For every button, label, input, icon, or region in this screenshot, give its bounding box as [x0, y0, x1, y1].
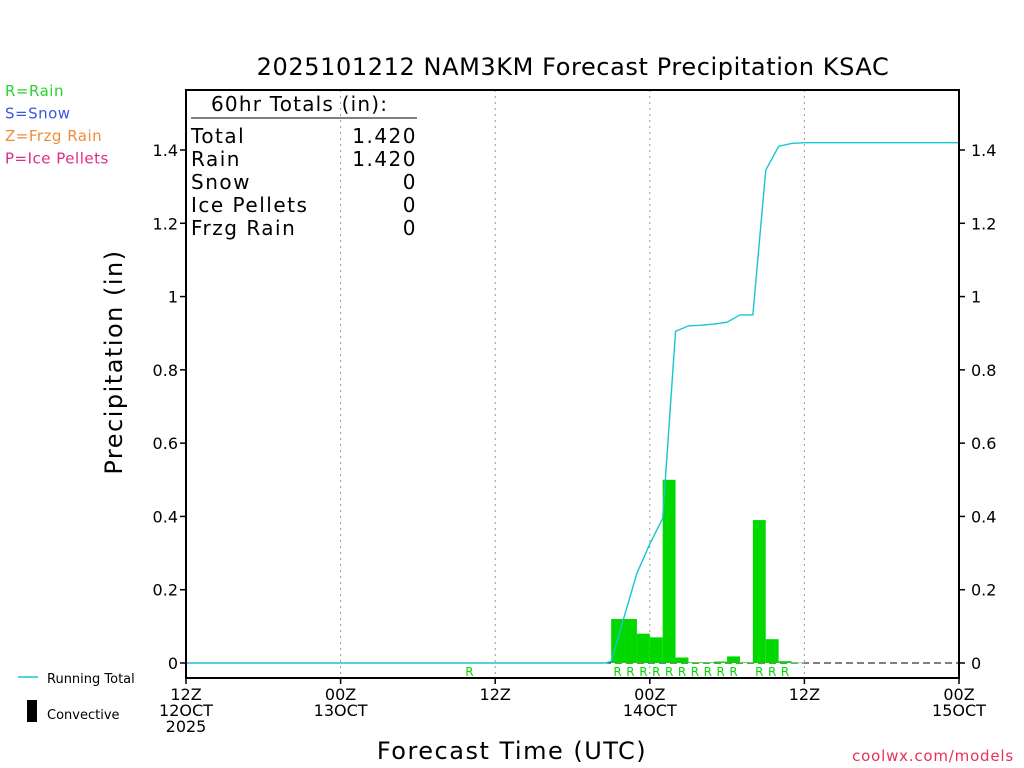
y-tick-label-left: 0.6: [153, 434, 178, 453]
x-tick-label: 12Z: [170, 685, 201, 704]
precip-type-mark: R: [652, 665, 660, 679]
precip-bar: [701, 662, 715, 663]
precip-type-legend-item: P=Ice Pellets: [5, 150, 109, 168]
totals-row-label: Frzg Rain: [191, 216, 296, 240]
precip-type-mark: R: [626, 665, 634, 679]
precip-type-mark: R: [716, 665, 724, 679]
convective-legend-label: Convective: [47, 708, 120, 723]
x-tick-label: 00Z: [943, 685, 974, 704]
y-tick-label-right: 0: [971, 654, 981, 673]
precip-type-legend-item: R=Rain: [5, 82, 64, 100]
precip-bar: [662, 479, 676, 663]
totals-heading: 60hr Totals (in):: [211, 92, 388, 116]
y-tick-label-left: 0.4: [153, 507, 178, 526]
grid: [186, 90, 959, 678]
convective-legend-swatch: [27, 700, 37, 722]
y-tick-label-left: 1.4: [153, 141, 178, 160]
y-axis-right: 0 0.2 0.4 0.6 0.8 1 1.2 1.4: [959, 141, 996, 673]
totals-row-label: Rain: [191, 147, 241, 171]
running-total-legend-label: Running Total: [47, 672, 135, 687]
precip-bar: [752, 520, 766, 663]
precip-type-mark: R: [691, 665, 699, 679]
bars-group: [611, 479, 805, 664]
plot-frame: [185, 89, 960, 679]
y-tick-label-left: 1: [168, 288, 178, 307]
precip-bar: [727, 656, 740, 663]
precip-type-mark: R: [768, 665, 776, 679]
y-tick-label-left: 0.2: [153, 581, 178, 600]
running-total-line: [186, 141, 959, 664]
running-total-group: [186, 141, 959, 664]
y-axis-label: Precipitation (in): [100, 249, 128, 474]
y-tick-label-right: 0.4: [971, 507, 996, 526]
x-tick-label: 12OCT: [159, 701, 213, 720]
precip-type-mark: R: [465, 665, 473, 679]
precip-type-mark: R: [613, 665, 621, 679]
precip-type-mark: R: [665, 665, 673, 679]
y-tick-label-right: 1: [971, 288, 981, 307]
credit-text: coolwx.com/models: [852, 747, 1014, 765]
x-tick-label: 00Z: [325, 685, 356, 704]
precip-bar: [649, 637, 663, 663]
totals-box: 60hr Totals (in): Total 1.420 Rain 1.420 Snow…: [190, 92, 417, 240]
x-tick-label: 14OCT: [623, 701, 677, 720]
totals-row-value: 1.420: [352, 147, 417, 171]
y-tick-label-right: 0.2: [971, 581, 996, 600]
totals-row-value: 0: [403, 170, 417, 194]
precip-type-legend-item: Z=Frzg Rain: [5, 127, 102, 145]
precip-bar: [778, 661, 792, 663]
precip-bar: [739, 662, 753, 663]
y-tick-label-right: 1.2: [971, 214, 996, 233]
precip-type-legend: R=Rain S=Snow Z=Frzg Rain P=Ice Pellets: [5, 82, 109, 168]
y-tick-label-right: 1.4: [971, 141, 996, 160]
precip-type-mark: R: [781, 665, 789, 679]
y-tick-label-right: 0.6: [971, 434, 996, 453]
precip-type-mark: R: [755, 665, 763, 679]
x-tick-label: 12Z: [480, 685, 511, 704]
precip-bar: [765, 639, 779, 663]
precip-type-mark: R: [729, 665, 737, 679]
x-tick-label: 15OCT: [932, 701, 986, 720]
series-legend: Running Total Convective: [18, 672, 135, 723]
y-tick-label-left: 0.8: [153, 361, 178, 380]
totals-row-label: Total: [190, 124, 245, 148]
x-tick-label: 13OCT: [314, 701, 368, 720]
precip-type-mark: R: [639, 665, 647, 679]
precip-bar: [791, 662, 805, 664]
precip-bar: [675, 657, 689, 663]
y-axis-left: 0 0.2 0.4 0.6 0.8 1 1.2 1.4: [153, 141, 186, 673]
precip-type-mark: R: [678, 665, 686, 679]
y-tick-label-right: 0.8: [971, 361, 996, 380]
x-tick-label: 2025: [166, 717, 207, 736]
precip-type-mark: R: [704, 665, 712, 679]
precip-bar: [636, 633, 650, 663]
x-axis-label: Forecast Time (UTC): [377, 737, 647, 765]
totals-row-value: 0: [403, 216, 417, 240]
totals-row-label: Snow: [191, 170, 251, 194]
precip-bar: [688, 662, 702, 663]
precip-type-legend-item: S=Snow: [5, 105, 71, 123]
precip-bar: [624, 619, 637, 663]
precip-bar: [714, 661, 728, 663]
totals-row-value: 1.420: [352, 124, 417, 148]
x-tick-label: 00Z: [634, 685, 665, 704]
totals-row-label: Ice Pellets: [191, 193, 308, 217]
y-tick-label-left: 0: [168, 654, 178, 673]
totals-row-value: 0: [403, 193, 417, 217]
y-tick-label-left: 1.2: [153, 214, 178, 233]
x-tick-label: 12Z: [789, 685, 820, 704]
chart-title: 2025101212 NAM3KM Forecast Precipitation…: [257, 53, 890, 81]
